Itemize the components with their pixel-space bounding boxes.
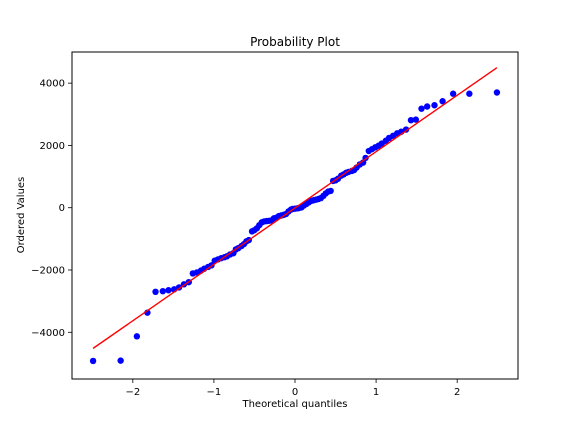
data-point	[466, 90, 473, 97]
data-point	[493, 89, 501, 96]
y-tick-label: −4000	[31, 328, 65, 339]
x-tick-label: 1	[373, 387, 379, 398]
x-axis-ticks: −2 −1 0 1 2	[125, 379, 460, 398]
chart-title: Probability Plot	[250, 35, 340, 49]
data-point	[89, 357, 97, 365]
data-point	[423, 103, 431, 110]
data-point	[159, 287, 167, 295]
data-point	[418, 105, 425, 112]
x-tick-label: 2	[454, 387, 460, 398]
data-point	[165, 287, 172, 294]
x-axis-label: Theoretical quantiles	[241, 399, 347, 410]
y-tick-label: 0	[59, 203, 65, 214]
fit-line	[92, 67, 498, 349]
data-point	[152, 288, 159, 295]
data-point	[439, 98, 446, 105]
data-point	[117, 357, 124, 364]
data-point	[412, 116, 420, 123]
y-axis-ticks: −4000 −2000 0 2000 4000	[31, 79, 72, 339]
y-tick-label: 4000	[40, 79, 65, 90]
y-axis-label: Ordered Values	[16, 177, 27, 254]
y-tick-label: −2000	[31, 266, 65, 277]
x-tick-label: −2	[125, 387, 140, 398]
data-point	[407, 117, 415, 124]
data-point	[449, 90, 457, 97]
y-tick-label: 2000	[40, 141, 65, 152]
data-point	[327, 187, 334, 195]
x-tick-label: −1	[207, 387, 222, 398]
plot-area	[89, 67, 501, 365]
x-tick-label: 0	[292, 387, 298, 398]
data-point	[431, 102, 438, 109]
data-point	[133, 333, 141, 340]
